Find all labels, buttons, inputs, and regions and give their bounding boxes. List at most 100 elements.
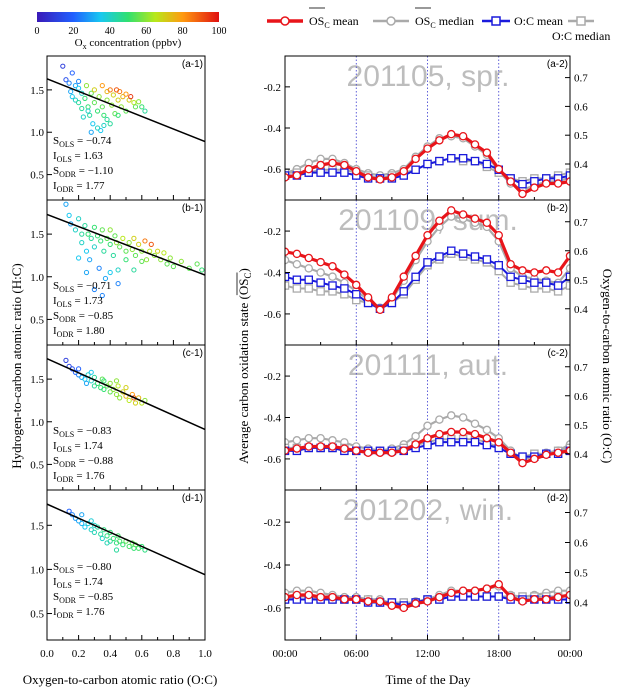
scatter-point bbox=[115, 280, 121, 287]
series-point bbox=[565, 264, 570, 273]
series-point bbox=[316, 257, 325, 267]
series-point bbox=[304, 253, 313, 263]
y-tick-label: 1.0 bbox=[30, 417, 44, 429]
stat-subscript: OLS bbox=[59, 285, 74, 294]
series-point bbox=[494, 580, 503, 589]
scatter-point bbox=[126, 543, 132, 550]
series-point bbox=[328, 272, 337, 281]
scatter-point bbox=[107, 529, 113, 535]
scatter-point bbox=[63, 201, 69, 207]
scatter-point bbox=[94, 108, 101, 114]
fit-stat: IOLS = 1.74 bbox=[53, 576, 103, 590]
scatter-point bbox=[199, 267, 205, 273]
series-point bbox=[292, 590, 302, 600]
stat-value: = 1.63 bbox=[72, 150, 103, 162]
fit-stat: IODR = 1.77 bbox=[53, 180, 105, 194]
scatter-point bbox=[76, 78, 82, 85]
series-point bbox=[316, 268, 325, 277]
y-tick-label: 1.5 bbox=[30, 229, 44, 241]
panel-label: (a-1) bbox=[182, 59, 203, 70]
scatter-point bbox=[167, 255, 173, 261]
scatter-point bbox=[120, 94, 126, 100]
series-point bbox=[435, 415, 444, 424]
series-point bbox=[530, 278, 539, 287]
stat-value: = 1.74 bbox=[72, 576, 103, 588]
series-point bbox=[292, 444, 302, 453]
y-tick-label-left: -0.4 bbox=[264, 413, 282, 425]
series-point bbox=[292, 275, 302, 284]
series-point bbox=[458, 210, 468, 219]
diurnal-panel: 201111, aut. -0.2 -0.4 -0.6 0.7 0.6 0.5 0.4 (c-2… bbox=[264, 344, 588, 491]
diurnal-panel: 201105, spr. -0.2 -0.4 -0.6 0.7 0.6 0.5 0.4 (a-2… bbox=[264, 55, 588, 201]
series-point bbox=[542, 450, 551, 460]
series-point bbox=[304, 164, 313, 174]
series-point bbox=[423, 421, 432, 431]
stat-value: = −0.88 bbox=[76, 455, 114, 467]
season-label: 201111, aut. bbox=[348, 349, 508, 382]
stat-symbol: I bbox=[53, 180, 57, 192]
scatter-point bbox=[194, 261, 200, 267]
scatter-point bbox=[178, 258, 184, 265]
fit-stat: SOLS = −0.71 bbox=[53, 280, 111, 294]
series-point bbox=[387, 448, 397, 457]
scatter-point bbox=[90, 121, 96, 127]
series-point bbox=[553, 592, 563, 602]
diurnal-panel: 201109, sum.-0.2-0.4-0.60.70.60.50.4(b-2… bbox=[264, 199, 588, 346]
colorbar-tick: 0 bbox=[35, 26, 40, 37]
x-tick-label: 1.0 bbox=[198, 648, 212, 660]
scatter-point bbox=[101, 122, 107, 129]
scatter-point bbox=[115, 267, 121, 273]
y-tick-label-right: 0.5 bbox=[574, 568, 588, 580]
scatter-point bbox=[91, 99, 98, 106]
series-point bbox=[470, 419, 480, 428]
y-tick-label-left: -0.2 bbox=[264, 226, 281, 238]
series-point bbox=[351, 280, 361, 290]
scatter-point bbox=[79, 240, 85, 246]
series-point bbox=[482, 255, 492, 264]
stat-symbol: S bbox=[53, 455, 59, 467]
scatter-point bbox=[117, 395, 123, 401]
legend-label: O:C mean bbox=[514, 14, 563, 28]
series-point bbox=[285, 446, 290, 455]
legend-label: OSC mean bbox=[309, 14, 359, 30]
series-point bbox=[435, 592, 444, 602]
series-point bbox=[542, 266, 551, 275]
series-point bbox=[565, 171, 570, 180]
scatter-points bbox=[47, 357, 205, 431]
x-tick-label: 0.4 bbox=[103, 648, 117, 660]
series-point bbox=[304, 590, 313, 600]
y-tick-label-right: 0.5 bbox=[574, 130, 588, 142]
series-point bbox=[328, 168, 337, 177]
scatter-point bbox=[139, 258, 145, 265]
colorbar-tick: 40 bbox=[105, 26, 115, 37]
stat-symbol: S bbox=[53, 135, 59, 147]
series-point bbox=[375, 448, 385, 457]
series-point bbox=[458, 427, 468, 437]
scatter-point bbox=[136, 99, 142, 105]
scatter-point bbox=[101, 248, 107, 254]
ols-fit-line bbox=[47, 357, 205, 431]
scatter-point bbox=[164, 261, 170, 267]
series-point bbox=[482, 433, 492, 443]
series-point bbox=[494, 230, 503, 240]
colorbar-tick: 20 bbox=[68, 26, 78, 37]
panel-label: (a-2) bbox=[547, 59, 568, 70]
scatter-point bbox=[128, 94, 134, 100]
stat-symbol: I bbox=[53, 325, 57, 337]
series-point bbox=[470, 140, 480, 149]
scatter-point bbox=[123, 248, 129, 254]
y-tick-label: 0.5 bbox=[30, 314, 44, 326]
stat-subscript: ODR bbox=[57, 185, 75, 194]
colorbar-tick: 60 bbox=[141, 26, 151, 37]
series-point bbox=[423, 144, 432, 153]
x-tick-label: 18:00 bbox=[486, 648, 512, 660]
stat-symbol: I bbox=[53, 606, 57, 618]
fit-stat: SODR = −0.85 bbox=[53, 591, 114, 605]
season-label: 201202, win. bbox=[343, 494, 513, 527]
y-tick-label-right: 0.6 bbox=[574, 101, 588, 113]
series-point bbox=[506, 592, 515, 602]
scatter-point bbox=[143, 257, 150, 263]
scatter-points bbox=[47, 201, 205, 299]
series-point bbox=[316, 160, 325, 170]
series-point bbox=[530, 595, 539, 604]
